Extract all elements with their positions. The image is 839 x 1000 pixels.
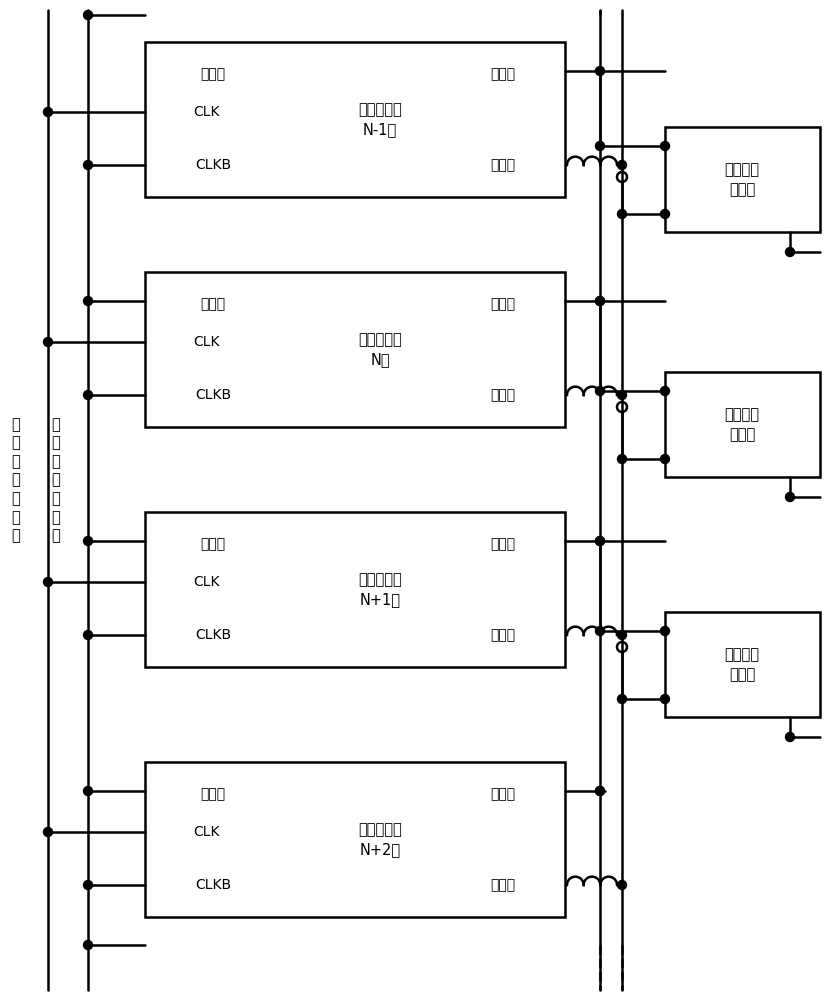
Bar	[665, 372, 820, 477]
Circle shape	[596, 386, 605, 395]
Circle shape	[596, 296, 605, 306]
Circle shape	[660, 694, 670, 704]
Text: CLKB: CLKB	[195, 388, 231, 402]
Circle shape	[596, 296, 605, 306]
Circle shape	[84, 880, 92, 890]
Text: 输入端: 输入端	[201, 537, 226, 551]
Bar	[145, 512, 565, 667]
Text: 移位寄存器
N级: 移位寄存器 N级	[358, 333, 402, 367]
Circle shape	[618, 390, 627, 399]
Circle shape	[618, 160, 627, 169]
Text: 输出端: 输出端	[491, 67, 515, 81]
Text: 输出端开
关元件: 输出端开 关元件	[725, 163, 759, 197]
Circle shape	[596, 536, 605, 546]
Bar	[145, 272, 565, 427]
Text: 移位寄存器
N-1级: 移位寄存器 N-1级	[358, 103, 402, 137]
Circle shape	[785, 247, 795, 256]
Circle shape	[44, 578, 53, 586]
Text: 第
二
时
钟
信
号
线: 第 二 时 钟 信 号 线	[52, 417, 60, 543]
Text: 输出端开
关元件: 输出端开 关元件	[725, 648, 759, 682]
Text: 移位寄存器
N+2级: 移位寄存器 N+2级	[358, 823, 402, 857]
Circle shape	[84, 390, 92, 399]
Circle shape	[618, 631, 627, 640]
Text: 复位端: 复位端	[491, 388, 515, 402]
Circle shape	[617, 172, 627, 182]
Circle shape	[84, 10, 92, 19]
Text: CLK: CLK	[194, 575, 221, 589]
Circle shape	[596, 626, 605, 636]
Text: 输出端: 输出端	[491, 787, 515, 801]
Bar	[665, 127, 820, 232]
Circle shape	[596, 786, 605, 796]
Text: 输入端: 输入端	[201, 297, 226, 311]
Bar	[145, 42, 565, 197]
Text: 输出端开
关元件: 输出端开 关元件	[725, 408, 759, 442]
Text: CLKB: CLKB	[195, 878, 231, 892]
Circle shape	[84, 536, 92, 546]
Text: CLK: CLK	[194, 335, 221, 349]
Text: 输入端: 输入端	[201, 787, 226, 801]
Text: 复位端: 复位端	[491, 878, 515, 892]
Text: 移位寄存器
N+1级: 移位寄存器 N+1级	[358, 573, 402, 607]
Text: CLKB: CLKB	[195, 628, 231, 642]
Circle shape	[596, 786, 605, 796]
Circle shape	[84, 296, 92, 306]
Text: 复位端: 复位端	[491, 628, 515, 642]
Circle shape	[596, 141, 605, 150]
Text: 输出端: 输出端	[491, 537, 515, 551]
Circle shape	[617, 642, 627, 652]
Bar	[145, 762, 565, 917]
Circle shape	[44, 828, 53, 836]
Circle shape	[84, 160, 92, 169]
Circle shape	[618, 694, 627, 704]
Circle shape	[596, 66, 605, 76]
Text: CLK: CLK	[194, 825, 221, 839]
Text: CLK: CLK	[194, 105, 221, 119]
Text: 复位端: 复位端	[491, 158, 515, 172]
Circle shape	[596, 536, 605, 546]
Text: CLKB: CLKB	[195, 158, 231, 172]
Text: 输入端: 输入端	[201, 67, 226, 81]
Circle shape	[84, 786, 92, 796]
Circle shape	[785, 492, 795, 502]
Circle shape	[660, 626, 670, 636]
Circle shape	[44, 107, 53, 116]
Circle shape	[618, 880, 627, 890]
Circle shape	[660, 386, 670, 395]
Bar	[665, 612, 820, 717]
Text: 输出端: 输出端	[491, 297, 515, 311]
Circle shape	[84, 631, 92, 640]
Circle shape	[618, 454, 627, 464]
Circle shape	[785, 732, 795, 742]
Circle shape	[618, 210, 627, 219]
Circle shape	[617, 402, 627, 412]
Circle shape	[660, 454, 670, 464]
Circle shape	[660, 210, 670, 219]
Text: 第
一
时
钟
信
号
线: 第 一 时 钟 信 号 线	[12, 417, 20, 543]
Circle shape	[84, 940, 92, 950]
Circle shape	[44, 338, 53, 347]
Circle shape	[660, 141, 670, 150]
